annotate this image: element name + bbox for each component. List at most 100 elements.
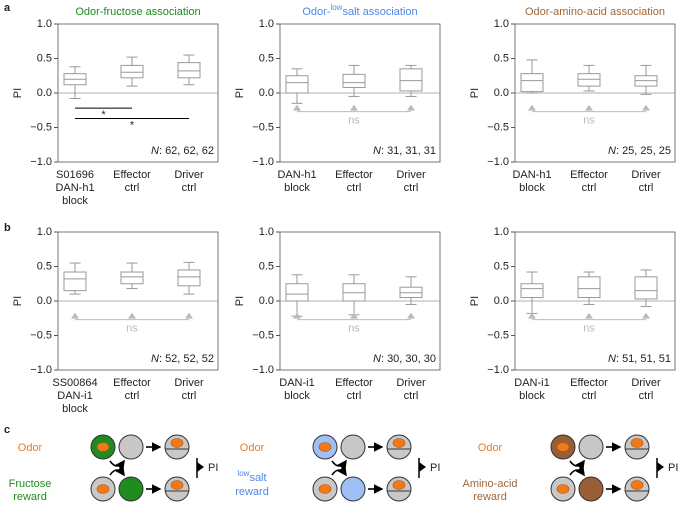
- neuron: [578, 476, 604, 502]
- x-tick-label: block: [284, 390, 310, 402]
- y-tick-label: 0.5: [494, 52, 509, 64]
- reward-line: salt: [249, 472, 266, 484]
- title-part: Odor-: [302, 6, 330, 18]
- x-tick-label: Driver: [631, 169, 661, 181]
- reward-label: reward: [13, 491, 47, 503]
- n-symbol: N: [373, 353, 381, 365]
- n-values: : 51, 51, 51: [616, 353, 671, 365]
- x-tick-label: ctrl: [182, 390, 197, 402]
- odor-blob: [318, 484, 332, 494]
- x-tick-label: ctrl: [582, 390, 597, 402]
- significance-marker: [528, 104, 536, 111]
- panel-label: b: [4, 222, 11, 234]
- significance-label: *: [130, 119, 135, 131]
- box: [285, 283, 309, 302]
- x-tick-label: ctrl: [639, 182, 654, 194]
- significance-marker: [293, 104, 301, 111]
- feedback-arrow: [331, 465, 347, 477]
- significance-marker: [585, 104, 593, 111]
- x-tick-label: block: [519, 182, 545, 194]
- pi-arrow: [419, 462, 426, 472]
- box: [399, 68, 423, 92]
- box: [634, 276, 658, 300]
- y-axis-label: PI: [234, 88, 246, 98]
- significance-marker: [128, 312, 136, 319]
- neuron: [340, 434, 366, 460]
- y-tick-label: 0.5: [259, 52, 274, 64]
- reward-label: Fructose: [9, 478, 52, 490]
- y-tick-label: 1.0: [494, 18, 509, 30]
- y-tick-label: 1.0: [259, 226, 274, 238]
- x-tick-label: Driver: [396, 377, 426, 389]
- box: [177, 62, 201, 79]
- box: [520, 283, 544, 299]
- significance-marker: [585, 312, 593, 319]
- panel-label: c: [4, 424, 10, 436]
- odor-blob: [630, 438, 644, 448]
- significance-marker: [407, 104, 415, 111]
- y-tick-label: −0.5: [252, 121, 274, 133]
- chart-title: Odor-amino-acid association: [525, 6, 665, 18]
- y-tick-label: 0.5: [259, 260, 274, 272]
- y-tick-label: −0.5: [30, 121, 52, 133]
- sample-size: N: 62, 62, 62: [151, 145, 214, 157]
- reward-label: lowsalt: [237, 469, 266, 484]
- box: [342, 73, 366, 88]
- y-tick-label: 0.0: [259, 295, 274, 307]
- x-tick-label: ctrl: [639, 390, 654, 402]
- y-axis-label: PI: [469, 296, 481, 306]
- y-tick-label: −1.0: [487, 156, 509, 168]
- y-tick-label: −1.0: [30, 156, 52, 168]
- significance-label: ns: [126, 323, 138, 335]
- box: [120, 64, 144, 79]
- significance-marker: [642, 104, 650, 111]
- significance-marker: [407, 312, 415, 319]
- x-tick-label: ctrl: [125, 182, 140, 194]
- x-tick-label: ctrl: [404, 182, 419, 194]
- y-tick-label: −0.5: [487, 121, 509, 133]
- x-tick-label: ctrl: [582, 182, 597, 194]
- n-values: : 25, 25, 25: [616, 145, 671, 157]
- odor-blob: [96, 442, 110, 452]
- x-tick-label: DAN-i1: [57, 390, 92, 402]
- x-tick-label: block: [519, 390, 545, 402]
- odor-blob: [392, 438, 406, 448]
- n-values: : 31, 31, 31: [381, 145, 436, 157]
- x-tick-label: DAN-h1: [55, 182, 94, 194]
- title-part: salt association: [342, 6, 417, 18]
- box: [177, 269, 201, 287]
- significance-label: ns: [348, 115, 360, 127]
- box: [63, 271, 87, 292]
- x-tick-label: Driver: [631, 377, 661, 389]
- odor-blob: [318, 442, 332, 452]
- n-values: : 30, 30, 30: [381, 353, 436, 365]
- x-tick-label: Effector: [570, 169, 608, 181]
- sample-size: N: 52, 52, 52: [151, 353, 214, 365]
- feedback-arrow: [569, 465, 585, 477]
- x-tick-label: DAN-i1: [514, 377, 549, 389]
- title-part: low: [330, 3, 342, 12]
- n-symbol: N: [608, 353, 616, 365]
- reward-label: reward: [235, 486, 269, 498]
- significance-marker: [350, 312, 358, 319]
- x-tick-label: Effector: [113, 169, 151, 181]
- odor-blob: [392, 480, 406, 490]
- significance-marker: [528, 312, 536, 319]
- odor-blob: [170, 438, 184, 448]
- significance-label: ns: [583, 115, 595, 127]
- y-tick-label: −1.0: [252, 364, 274, 376]
- significance-marker: [185, 312, 193, 319]
- neuron: [578, 434, 604, 460]
- neuron: [118, 434, 144, 460]
- sample-size: N: 25, 25, 25: [608, 145, 671, 157]
- reward-label: Amino-acid: [462, 478, 517, 490]
- n-symbol: N: [373, 145, 381, 157]
- y-tick-label: 0.0: [259, 87, 274, 99]
- chart-title: Odor-fructose association: [75, 6, 200, 18]
- y-tick-label: 1.0: [37, 226, 52, 238]
- pi-label: PI: [430, 462, 440, 474]
- sample-size: N: 30, 30, 30: [373, 353, 436, 365]
- x-tick-label: Effector: [335, 169, 373, 181]
- x-tick-label: block: [62, 195, 88, 207]
